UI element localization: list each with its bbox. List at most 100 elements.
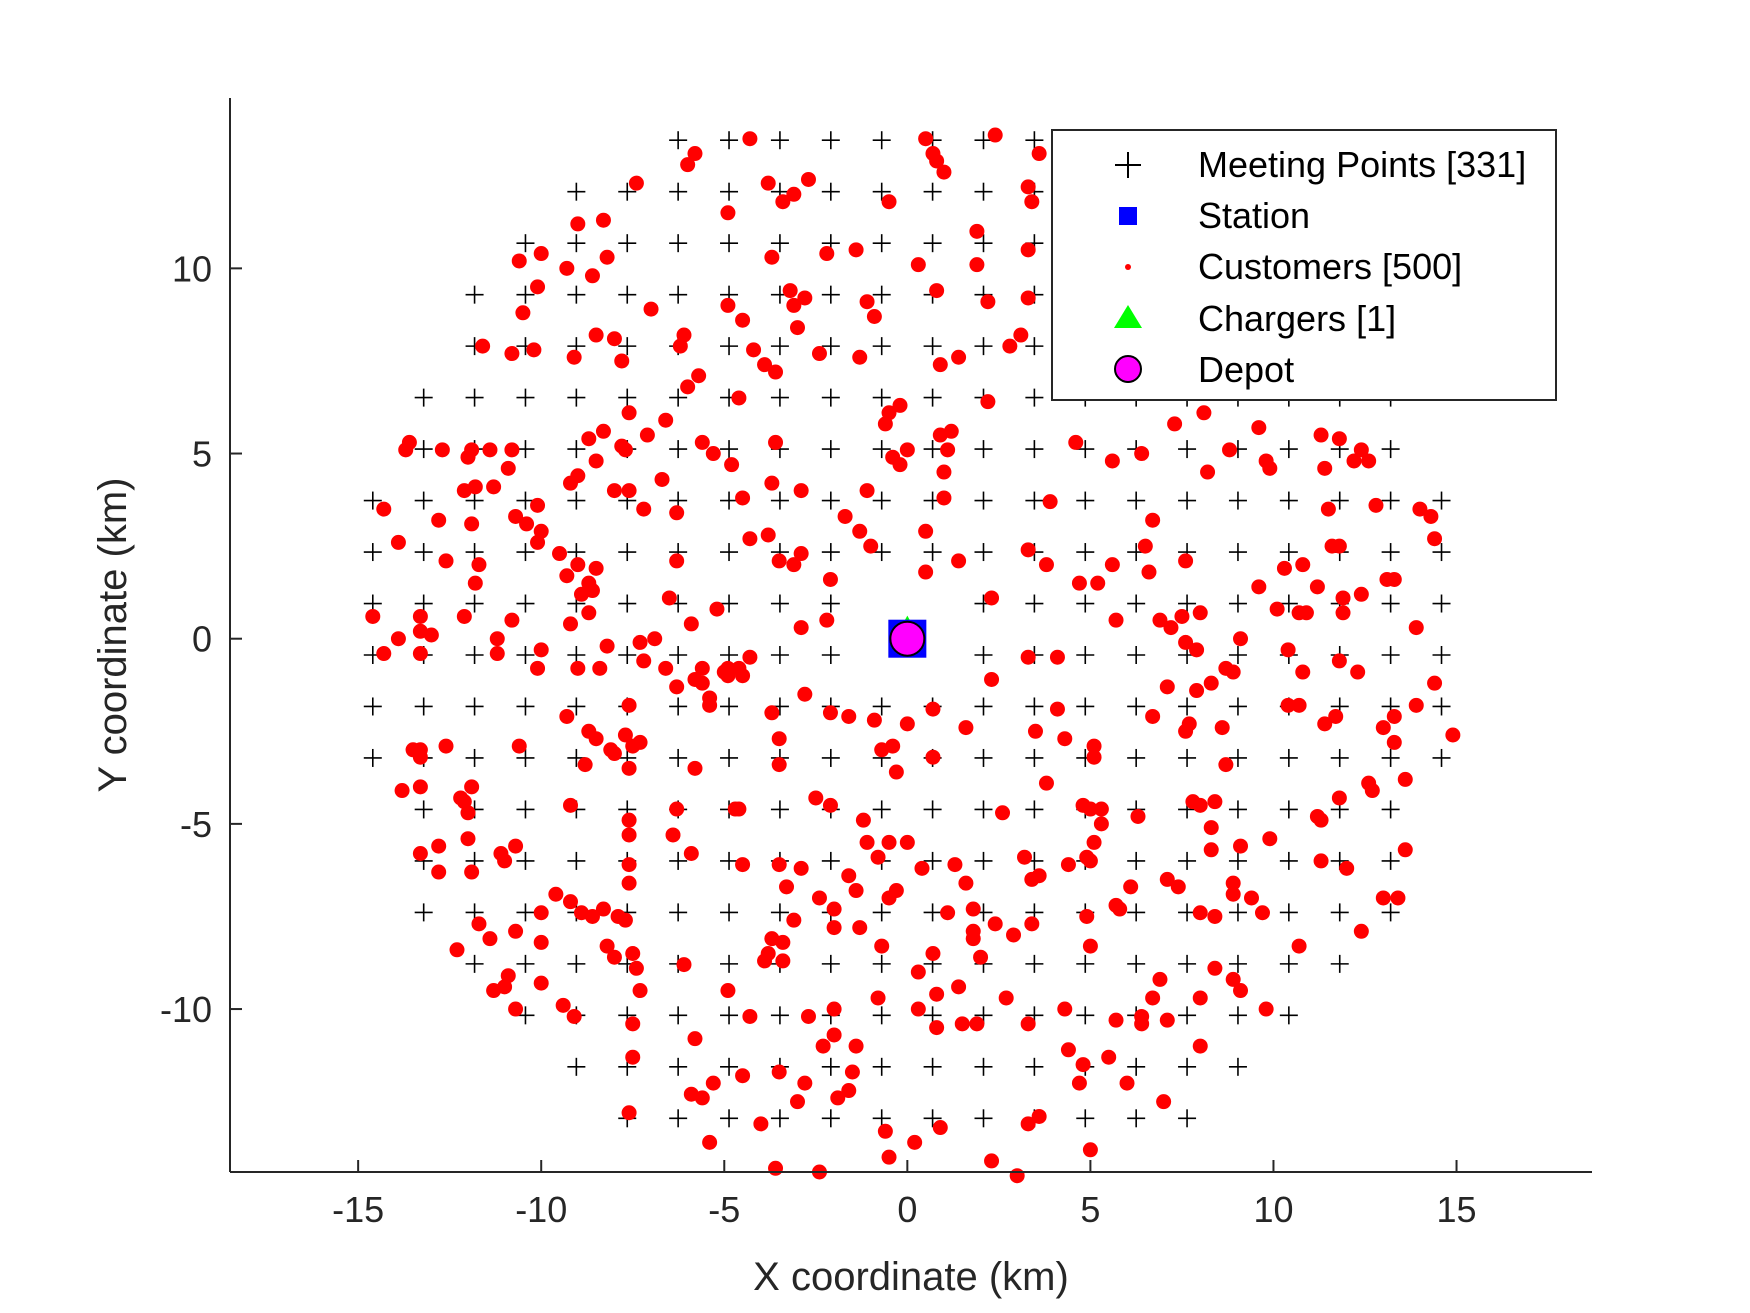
customer-point <box>482 931 498 947</box>
meeting-point-marker <box>1025 800 1044 819</box>
customer-point <box>822 705 838 721</box>
meeting-point-marker <box>770 337 789 356</box>
customer-point <box>1156 1094 1172 1110</box>
customer-point <box>1006 927 1022 943</box>
customer-point <box>628 175 644 191</box>
meeting-point-marker <box>567 234 586 253</box>
customer-point <box>705 446 721 462</box>
meeting-point-marker <box>821 388 840 407</box>
customer-point <box>680 379 696 395</box>
customer-point <box>764 931 780 947</box>
legend-label: Station <box>1198 195 1310 236</box>
customer-point <box>760 527 776 543</box>
customer-point <box>1159 1012 1175 1028</box>
meeting-point-marker <box>1330 748 1349 767</box>
meeting-point-marker <box>516 543 535 562</box>
customer-point <box>464 779 480 795</box>
meeting-point-marker <box>1178 594 1197 613</box>
customer-point <box>735 857 751 873</box>
customer-point <box>852 349 868 365</box>
meeting-point-marker <box>516 645 535 664</box>
customer-point <box>815 1038 831 1054</box>
meeting-point-marker <box>516 440 535 459</box>
customer-point <box>1353 923 1369 939</box>
customer-point <box>617 727 633 743</box>
meeting-point-marker <box>1076 594 1095 613</box>
customer-point <box>658 660 674 676</box>
meeting-point-marker <box>821 337 840 356</box>
meeting-point-marker <box>974 543 993 562</box>
customer-point <box>438 553 454 569</box>
customer-point <box>1159 871 1175 887</box>
square-marker-icon <box>1119 207 1137 225</box>
meeting-point-marker <box>821 182 840 201</box>
customer-point <box>1178 553 1194 569</box>
customer-point <box>621 857 637 873</box>
customer-point <box>552 546 568 562</box>
customer-point <box>969 257 985 273</box>
customer-point <box>1020 179 1036 195</box>
customer-point <box>910 257 926 273</box>
customer-point <box>742 131 758 147</box>
customer-point <box>1408 697 1424 713</box>
meeting-point-marker <box>516 697 535 716</box>
customer-point <box>929 153 945 169</box>
customer-point <box>530 497 546 513</box>
customer-point <box>606 331 622 347</box>
meeting-point-marker <box>974 491 993 510</box>
customer-point <box>790 1094 805 1110</box>
customer-point <box>1353 586 1369 602</box>
customer-point <box>874 742 890 758</box>
customer-point <box>694 434 710 450</box>
customer-point <box>859 294 875 310</box>
customer-point <box>570 660 586 676</box>
customer-point <box>530 534 546 550</box>
customer-point <box>687 760 703 776</box>
customer-point <box>405 742 421 758</box>
x-axis-label: X coordinate (km) <box>753 1255 1069 1299</box>
meeting-point-marker <box>974 337 993 356</box>
customer-point <box>768 364 784 380</box>
customer-point <box>1200 464 1216 480</box>
meeting-point-marker <box>1381 594 1400 613</box>
customer-point <box>881 194 897 210</box>
meeting-point-marker <box>1279 800 1298 819</box>
meeting-point-marker <box>770 491 789 510</box>
customers-series <box>365 127 1461 1184</box>
customer-point <box>910 964 926 980</box>
meeting-point-marker <box>720 337 739 356</box>
meeting-point-marker <box>618 337 637 356</box>
meeting-point-marker <box>1432 748 1451 767</box>
meeting-point-marker <box>974 1057 993 1076</box>
meeting-point-marker <box>1076 645 1095 664</box>
customer-point <box>1060 857 1076 873</box>
meeting-point-marker <box>1381 543 1400 562</box>
plus-marker-icon <box>1115 152 1141 178</box>
customer-point <box>376 646 392 662</box>
customer-point <box>489 646 505 662</box>
meeting-point-marker <box>720 440 739 459</box>
meeting-point-marker <box>1381 645 1400 664</box>
customer-point <box>595 212 611 228</box>
customer-point <box>621 827 637 843</box>
customer-point <box>1101 1049 1117 1065</box>
customer-point <box>687 146 703 162</box>
meeting-point-marker <box>1228 903 1247 922</box>
meeting-point-marker <box>669 440 688 459</box>
meeting-point-marker <box>465 388 484 407</box>
customer-point <box>493 846 509 862</box>
customer-point <box>1031 1108 1047 1124</box>
meeting-point-marker <box>872 440 891 459</box>
customer-point <box>918 131 934 147</box>
customer-point <box>621 760 637 776</box>
customer-point <box>797 1075 813 1091</box>
customer-point <box>1027 723 1043 739</box>
meeting-point-marker <box>1076 491 1095 510</box>
customer-point <box>1262 460 1278 476</box>
customer-point <box>599 249 615 265</box>
customer-point <box>786 186 802 202</box>
customer-point <box>1082 801 1098 817</box>
meeting-point-marker <box>1076 697 1095 716</box>
meeting-point-marker <box>1025 440 1044 459</box>
customer-point <box>852 523 868 539</box>
